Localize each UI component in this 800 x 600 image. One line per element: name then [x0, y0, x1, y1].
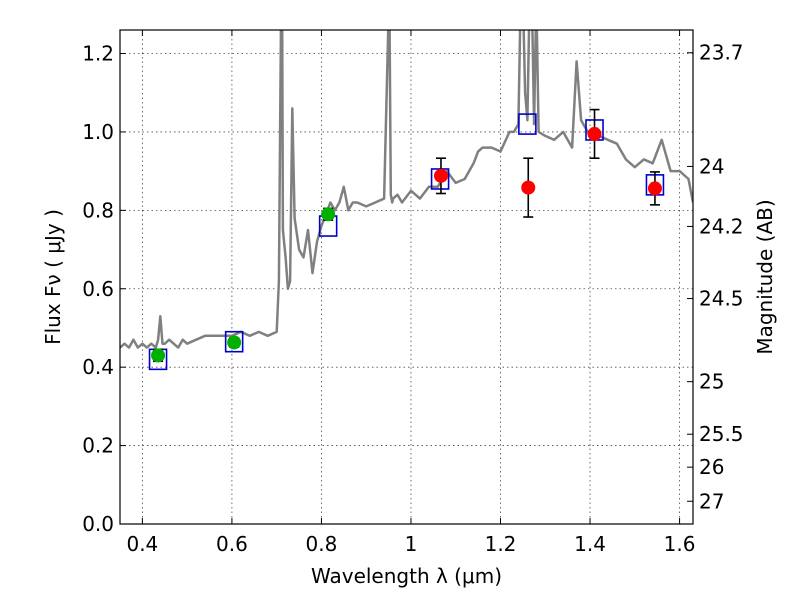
model-photometry-square: [518, 113, 537, 135]
photometry-point: [151, 348, 166, 363]
right-tick-label: 24.5: [699, 287, 744, 311]
photometry-point: [521, 180, 536, 195]
x-tick-label: 0.4: [126, 532, 158, 556]
x-tick-label: 0.8: [306, 532, 338, 556]
y-tick-label: 0.8: [82, 198, 114, 222]
model-spectrum-line: [120, 30, 693, 349]
x-tick-label: 1.4: [574, 532, 606, 556]
plot-content: [120, 30, 693, 371]
model-photometry-square: [224, 330, 244, 353]
photometry-point: [587, 126, 602, 141]
y-tick-label: 0.0: [82, 512, 114, 536]
photometry-point: [227, 335, 242, 350]
right-tick-label: 24.2: [699, 214, 744, 238]
right-tick-label: 23.7: [699, 41, 744, 65]
y-tick-label: 1.2: [82, 42, 114, 66]
right-y-axis-label: Magnitude (AB): [753, 199, 777, 354]
photometry-point: [647, 181, 662, 196]
axes-ticks: 0.4 0.6 0.8 1 1.2 1.4 1.6 0.0 0.2 0.4 0.6 0.8 1.0 1.2…: [82, 30, 744, 556]
right-tick-label: 25: [699, 370, 724, 394]
right-tick-label: 26: [699, 455, 724, 479]
y-axis-label: Flux Fν ( μJy ): [41, 209, 65, 345]
plot-area: [120, 30, 693, 371]
y-tick-label: 0.6: [82, 277, 114, 301]
right-tick-label: 27: [699, 489, 724, 513]
right-tick-label: 25.5: [699, 422, 744, 446]
x-tick-label: 1.6: [664, 532, 696, 556]
x-tick-label: 0.6: [216, 532, 248, 556]
y-tick-label: 0.2: [82, 434, 114, 458]
y-tick-label: 1.0: [82, 120, 114, 144]
photometry-point: [321, 207, 336, 222]
plot-frame: [119, 29, 694, 525]
x-tick-label: 1: [405, 532, 418, 556]
photometry-point: [433, 168, 448, 183]
x-axis-label: Wavelength λ (μm): [311, 564, 502, 588]
y-tick-label: 0.4: [82, 355, 114, 379]
right-tick-label: 24: [699, 154, 724, 178]
x-tick-label: 1.2: [485, 532, 517, 556]
